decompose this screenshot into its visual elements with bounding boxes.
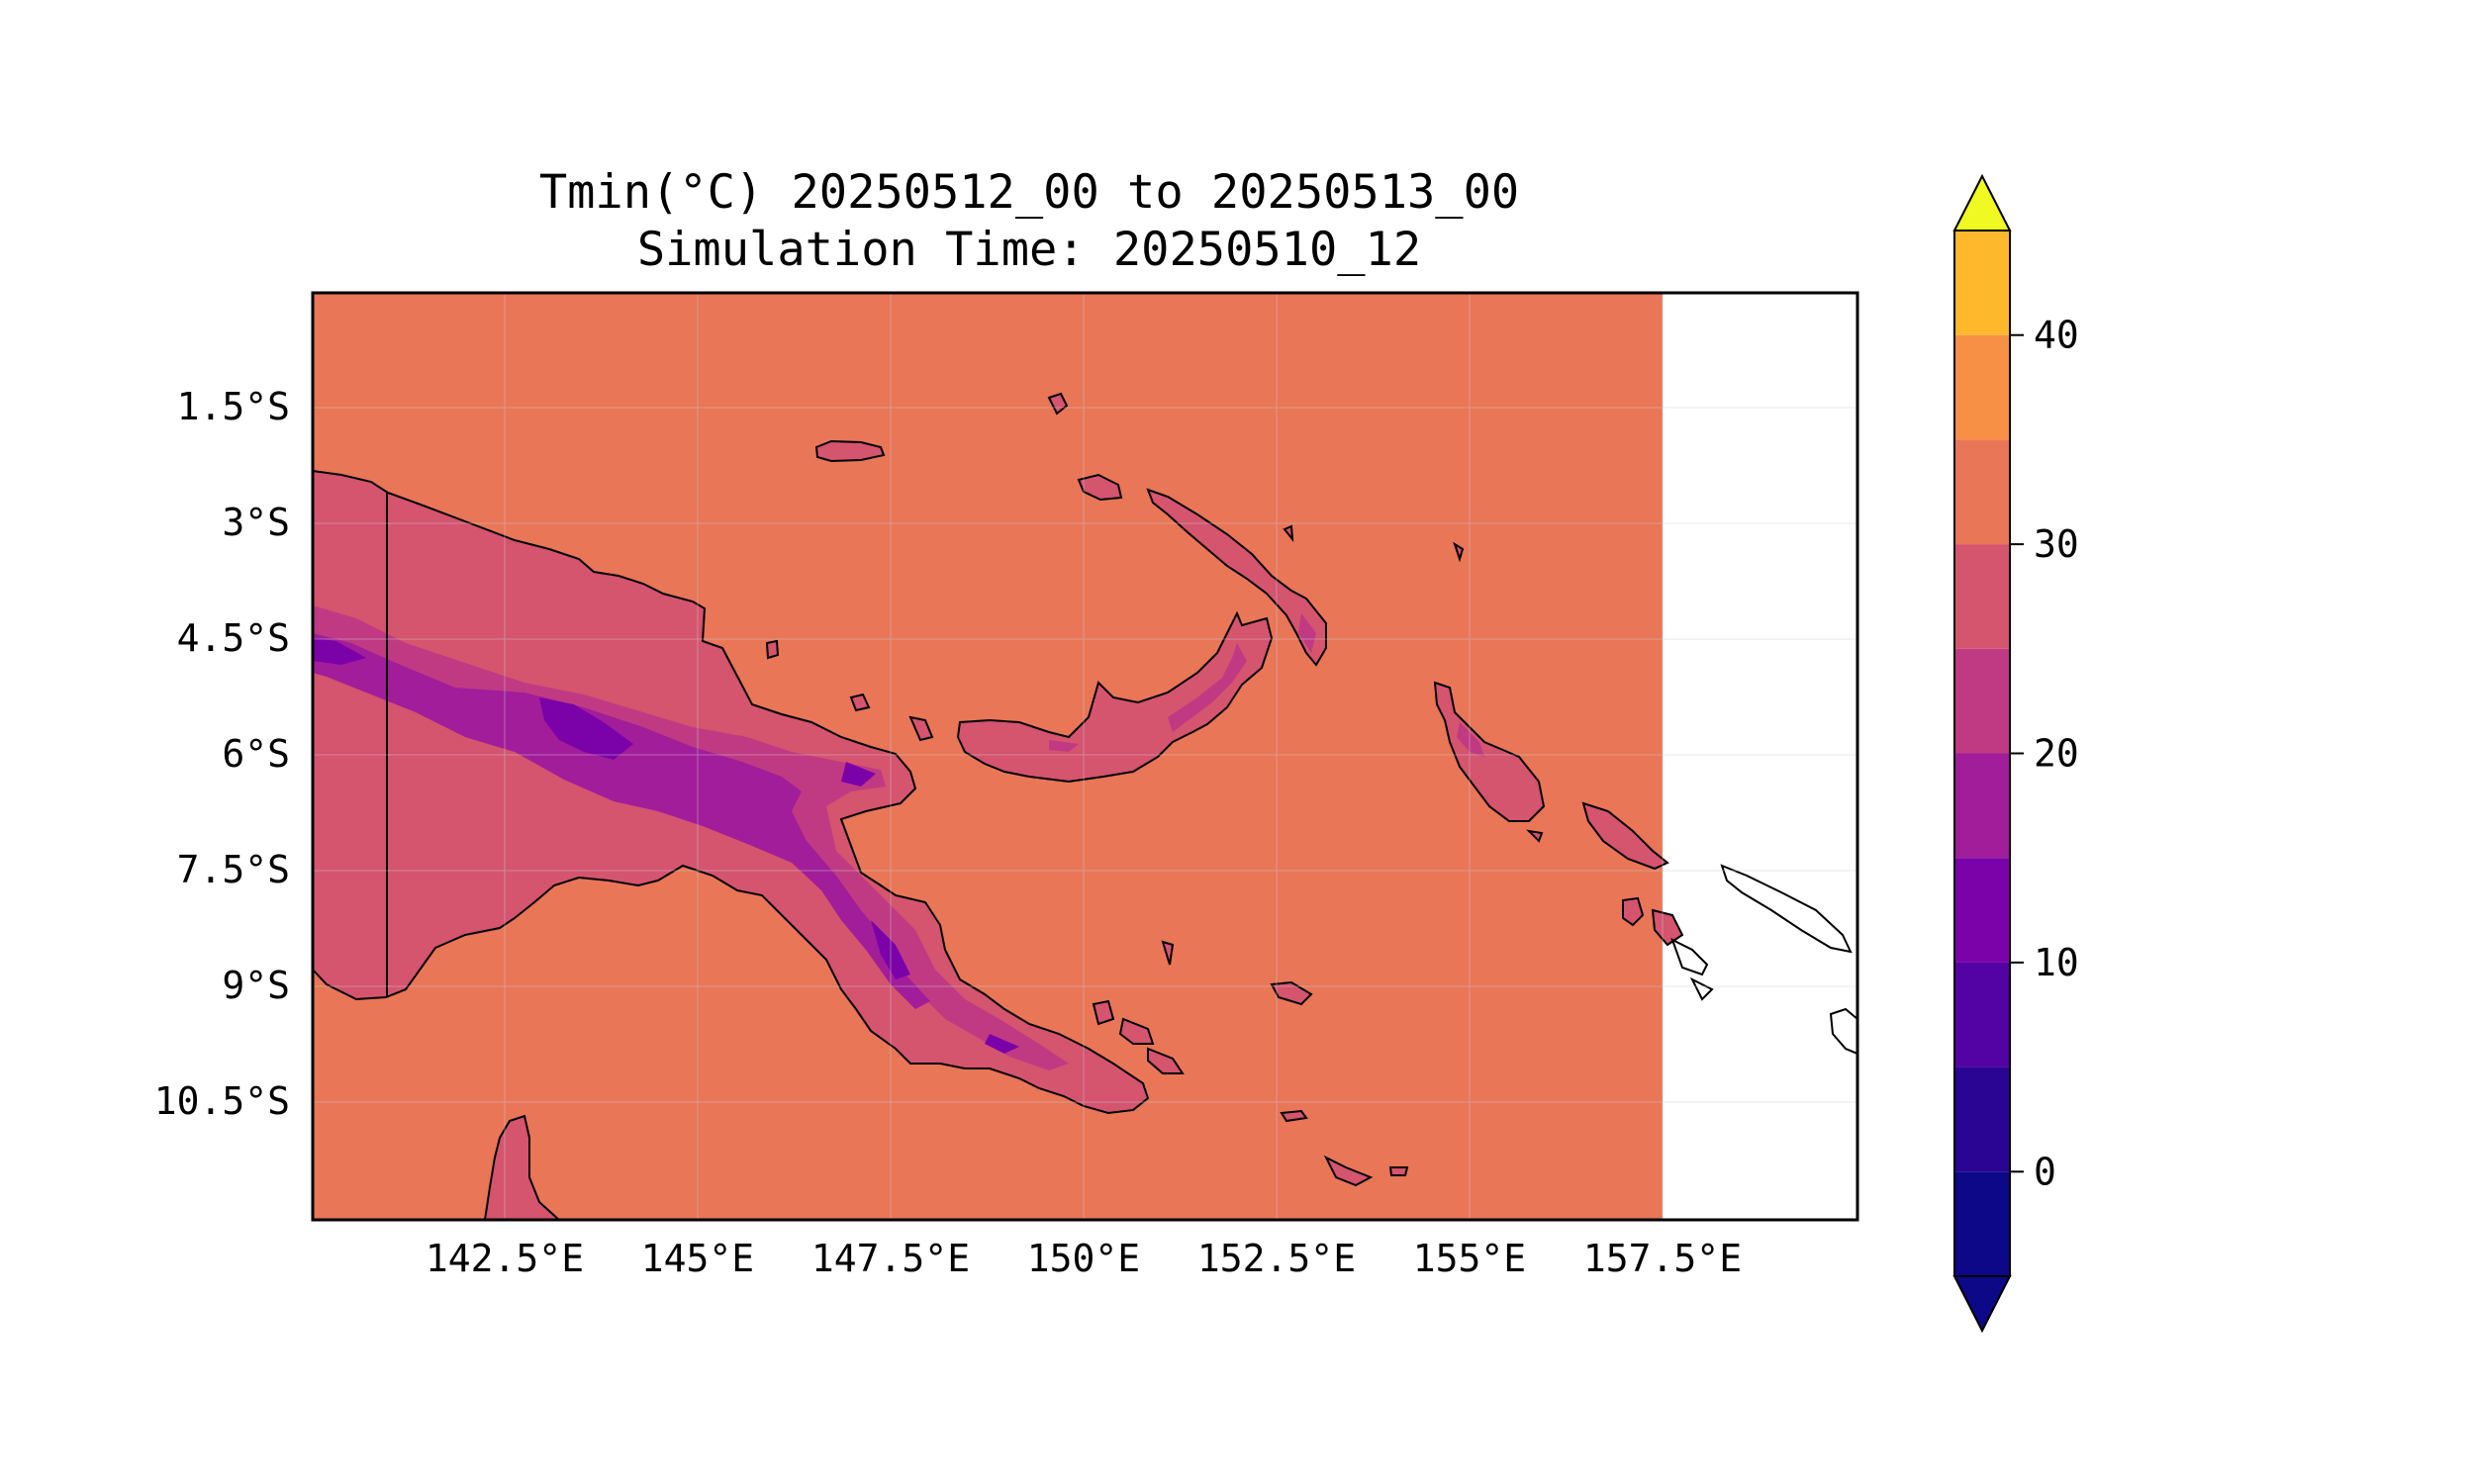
map-frame bbox=[311, 291, 1859, 1222]
figure-subtitle: Simulation Time: 20250510_12 bbox=[637, 223, 1421, 277]
x-tick-label: 150°E bbox=[1027, 1237, 1140, 1280]
landmass-santa-isabel bbox=[1720, 864, 1853, 954]
y-tick-label: 3°S bbox=[222, 501, 290, 544]
y-axis-labels: 1.5°S 3°S 4.5°S 6°S 7.5°S 9°S 10.5°S bbox=[154, 385, 290, 1123]
gridlines bbox=[313, 293, 1857, 1220]
colorbar-extend-min bbox=[1952, 1275, 2012, 1334]
colorbar-tick-label: 30 bbox=[2034, 522, 2079, 566]
landmass-cape-york bbox=[483, 1114, 561, 1220]
landmass-rossel bbox=[1323, 1155, 1409, 1187]
colorbar-segment bbox=[1954, 1067, 2010, 1172]
colorbar-segment bbox=[1954, 962, 2010, 1067]
landmass-woodlark bbox=[1280, 1109, 1308, 1123]
x-tick-label: 142.5°E bbox=[426, 1237, 584, 1280]
landmass-new-georgia bbox=[1622, 896, 1684, 947]
x-tick-label: 147.5°E bbox=[811, 1237, 970, 1280]
y-tick-label: 4.5°S bbox=[177, 616, 290, 660]
y-tick-label: 1.5°S bbox=[177, 385, 290, 428]
landmass-new-ireland bbox=[1146, 488, 1327, 667]
colorbar-segment bbox=[1954, 1171, 2010, 1276]
colorbar-segment bbox=[1954, 439, 2010, 545]
colorbar-segment bbox=[1954, 231, 2010, 335]
landmass-trobriand bbox=[1270, 980, 1313, 1006]
x-tick-label: 157.5°E bbox=[1583, 1237, 1742, 1280]
landmass-new-britain bbox=[956, 610, 1274, 784]
map-panel bbox=[313, 293, 1857, 1220]
y-tick-label: 9°S bbox=[222, 964, 290, 1007]
x-axis-labels: 142.5°E 145°E 147.5°E 150°E 152.5°E 155°… bbox=[426, 1237, 1742, 1280]
x-tick-label: 155°E bbox=[1413, 1237, 1526, 1280]
colorbar-segment bbox=[1954, 753, 2010, 859]
highlands-band-10-15 bbox=[313, 633, 930, 1009]
y-tick-label: 6°S bbox=[222, 732, 290, 776]
landmass-guadalcanal-edge bbox=[1670, 937, 1714, 1001]
colorbar-tick-label: 0 bbox=[2034, 1150, 2056, 1193]
colorbar: 0 10 20 30 40 bbox=[1952, 173, 2079, 1334]
landmass-manus bbox=[814, 439, 886, 463]
colorbar-segment bbox=[1954, 334, 2010, 440]
colorbar-segment bbox=[1954, 648, 2010, 754]
figure-title: Tmin(°C) 20250512_00 to 20250513_00 bbox=[539, 165, 1519, 220]
y-tick-label: 7.5°S bbox=[177, 848, 290, 891]
new-britain-highlands bbox=[1049, 643, 1247, 752]
colorbar-extend-max bbox=[1952, 173, 2012, 232]
colorbar-segment bbox=[1954, 858, 2010, 963]
y-tick-label: 10.5°S bbox=[154, 1079, 290, 1123]
landmass-malaita bbox=[1829, 1007, 1857, 1056]
small-islands bbox=[765, 392, 1544, 966]
colorbar-tick-label: 10 bbox=[2034, 941, 2079, 984]
bougainville-highlands bbox=[1457, 722, 1484, 757]
landmass-bougainville bbox=[1433, 681, 1546, 822]
landmass-new-hanover bbox=[1077, 473, 1123, 502]
landmass-dentrecasteaux bbox=[1092, 999, 1185, 1074]
landmass-choiseul bbox=[1581, 801, 1669, 871]
colorbar-tick-label: 40 bbox=[2034, 314, 2079, 357]
new-ireland-highlands bbox=[1298, 613, 1316, 653]
x-tick-label: 145°E bbox=[641, 1237, 754, 1280]
colorbar-tick-label: 20 bbox=[2034, 732, 2079, 776]
colorbar-segment bbox=[1954, 544, 2010, 649]
x-tick-label: 152.5°E bbox=[1197, 1237, 1356, 1280]
